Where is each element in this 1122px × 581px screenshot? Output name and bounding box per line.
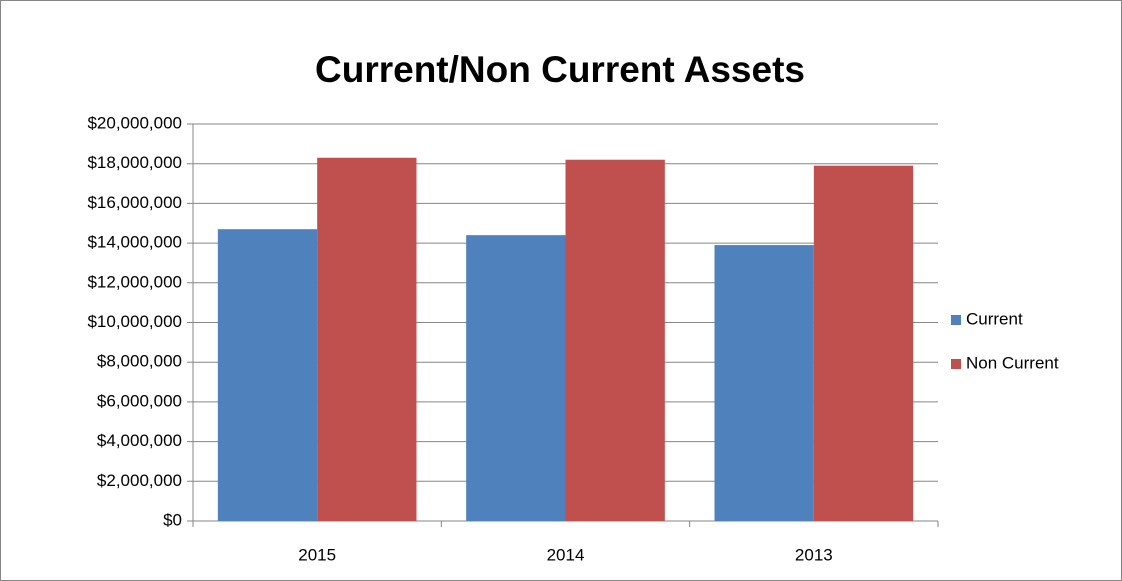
bar bbox=[217, 229, 318, 521]
y-tick-label: $14,000,000 bbox=[87, 233, 182, 252]
y-tick-label: $16,000,000 bbox=[87, 193, 182, 212]
legend-swatch bbox=[951, 315, 961, 325]
bar bbox=[813, 165, 914, 521]
legend-swatch bbox=[951, 359, 961, 369]
y-tick-label: $20,000,000 bbox=[87, 113, 182, 132]
chart-title: Current/Non Current Assets bbox=[315, 49, 805, 90]
y-tick-label: $10,000,000 bbox=[87, 312, 182, 331]
y-tick-label: $18,000,000 bbox=[87, 153, 182, 172]
y-tick-label: $0 bbox=[163, 510, 182, 529]
bar bbox=[317, 157, 417, 521]
y-tick-label: $2,000,000 bbox=[97, 471, 182, 490]
y-tick-label: $12,000,000 bbox=[87, 272, 182, 291]
y-tick-label: $6,000,000 bbox=[97, 391, 182, 410]
x-tick-label: 2015 bbox=[298, 545, 336, 564]
bar bbox=[714, 245, 814, 521]
y-tick-label: $4,000,000 bbox=[97, 431, 182, 450]
bar bbox=[466, 235, 566, 521]
bar bbox=[565, 159, 665, 522]
y-tick-label: $8,000,000 bbox=[97, 352, 182, 371]
legend-label: Non Current bbox=[966, 353, 1059, 372]
legend-label: Current bbox=[966, 309, 1023, 328]
x-tick-label: 2014 bbox=[547, 545, 585, 564]
x-tick-label: 2013 bbox=[795, 545, 833, 564]
